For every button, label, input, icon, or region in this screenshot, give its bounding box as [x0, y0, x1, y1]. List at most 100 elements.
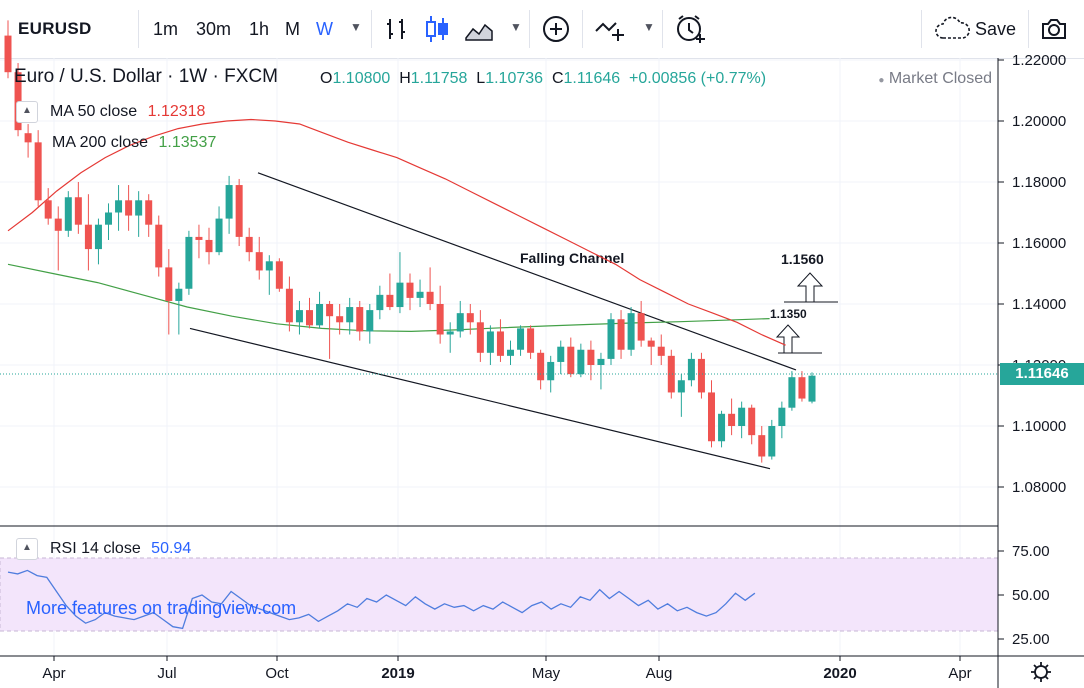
- candle-body: [356, 307, 364, 332]
- candle-body: [205, 239, 213, 253]
- candle-body: [607, 319, 615, 359]
- collapse-legend-chevron-icon[interactable]: ▲: [16, 101, 38, 123]
- cloud-save-icon[interactable]: [934, 16, 972, 42]
- rsi-polyline: [7, 569, 756, 630]
- data-source: FXCM: [224, 66, 278, 87]
- channel-upper-line: [257, 172, 797, 371]
- candle-body: [456, 313, 464, 332]
- save-button[interactable]: Save: [975, 19, 1017, 39]
- price-tick-label: 1.10000: [1012, 418, 1066, 435]
- rsi-value: 50.94: [151, 540, 192, 558]
- candle-body: [768, 426, 776, 457]
- rsi-legend: ▲ RSI 14 close 50.94: [16, 538, 191, 560]
- candle-body: [225, 185, 233, 219]
- candle-body: [155, 224, 163, 268]
- candle-body: [567, 346, 575, 375]
- status-dot-icon: ●: [878, 75, 885, 86]
- toolbar-divider: [662, 10, 663, 48]
- chevron-down-icon[interactable]: ▼: [643, 20, 655, 34]
- candle-body: [527, 328, 535, 353]
- candle-body: [677, 380, 685, 393]
- ma200-label: MA 200 close: [52, 134, 149, 151]
- candle-body: [808, 375, 816, 402]
- gear-icon[interactable]: [1031, 662, 1051, 682]
- change-value: +0.00856 (+0.77%): [629, 70, 767, 87]
- candle-body: [748, 407, 756, 436]
- toolbar-divider: [582, 10, 583, 48]
- candles-chart-type-icon[interactable]: [424, 14, 450, 44]
- ma50-value: 1.12318: [147, 103, 206, 121]
- area-chart-type-icon[interactable]: [464, 16, 494, 42]
- candle-body: [115, 200, 123, 213]
- candle-body: [336, 316, 344, 323]
- candle-body: [175, 288, 183, 301]
- time-tick-label: Apr: [948, 665, 971, 682]
- annotations: Falling Channel 1.1560 1.1350: [189, 172, 838, 470]
- interval-1m-button[interactable]: 1m: [153, 19, 179, 39]
- candle-body: [406, 282, 414, 298]
- toolbar-divider: [529, 10, 530, 48]
- candle-body: [195, 236, 203, 240]
- candle-body: [667, 355, 675, 393]
- alert-clock-icon[interactable]: [674, 14, 708, 44]
- interval-30m-button[interactable]: 30m: [196, 19, 232, 39]
- up-arrow-icon: [796, 272, 824, 303]
- rsi-label: RSI 14 close: [50, 540, 141, 558]
- candle-body: [657, 346, 665, 356]
- rsi-tick-label: 25.00: [1012, 631, 1050, 648]
- candle-body: [476, 322, 484, 353]
- interval-1h-button[interactable]: 1h: [249, 19, 270, 39]
- candle-body: [215, 218, 223, 253]
- candle-body: [647, 340, 655, 347]
- candle-body: [446, 331, 454, 335]
- candle-body: [346, 307, 354, 323]
- price-tick-label: 1.08000: [1012, 479, 1066, 496]
- market-status: ● Market Closed: [878, 70, 992, 88]
- candle-body: [577, 349, 585, 375]
- candle-body: [386, 294, 394, 308]
- symbol-search-button[interactable]: EURUSD: [18, 19, 92, 38]
- rsi-tick-label: 50.00: [1012, 587, 1050, 604]
- interval-month-button[interactable]: M: [285, 19, 300, 39]
- low-label: L: [476, 70, 486, 87]
- candle-body: [758, 435, 766, 457]
- price-tick-label: 1.22000: [1012, 52, 1066, 69]
- time-tick-label: May: [532, 665, 561, 682]
- time-axis: Apr Jul Oct 2019 May Aug 2020 Apr: [42, 656, 972, 682]
- tradingview-watermark-link[interactable]: More features on tradingview.com: [26, 598, 297, 618]
- time-tick-label: 2019: [381, 665, 414, 682]
- candle-body: [74, 197, 82, 225]
- ma200-value: 1.13537: [158, 134, 217, 151]
- pair-name: Euro / U.S. Dollar: [14, 66, 162, 87]
- ma200-legend: MA 200 close 1.13537: [52, 134, 216, 152]
- candle-body: [84, 224, 92, 250]
- rsi-axis: 75.00 50.00 25.00: [998, 543, 1050, 648]
- ma50-polyline: [7, 118, 786, 346]
- camera-snapshot-icon[interactable]: [1040, 16, 1068, 42]
- bars-chart-type-icon[interactable]: [384, 16, 410, 42]
- candle-body: [708, 392, 715, 442]
- candle-body: [627, 313, 635, 350]
- candle-body: [125, 200, 133, 216]
- candle-body: [145, 200, 153, 225]
- interval-week-button[interactable]: W: [316, 19, 333, 39]
- time-tick-label: Jul: [157, 665, 176, 682]
- toolbar-divider: [371, 10, 372, 48]
- candle-body: [496, 331, 504, 356]
- chevron-down-icon[interactable]: ▼: [350, 20, 362, 34]
- chart-grid: [0, 58, 998, 656]
- open-label: O: [320, 70, 333, 87]
- price-tick-label: 1.14000: [1012, 296, 1066, 313]
- candle-body: [426, 291, 434, 304]
- chevron-down-icon[interactable]: ▼: [510, 20, 522, 34]
- interval-label: 1W: [178, 66, 208, 87]
- add-indicator-plus-icon[interactable]: [542, 15, 570, 43]
- candle-body: [718, 413, 726, 442]
- candle-body: [44, 200, 52, 219]
- drawing-tools-icon[interactable]: [594, 15, 628, 43]
- collapse-rsi-chevron-icon[interactable]: ▲: [16, 538, 38, 560]
- rsi-band: [0, 557, 999, 632]
- candle-body: [416, 291, 424, 298]
- candle-body: [135, 200, 143, 216]
